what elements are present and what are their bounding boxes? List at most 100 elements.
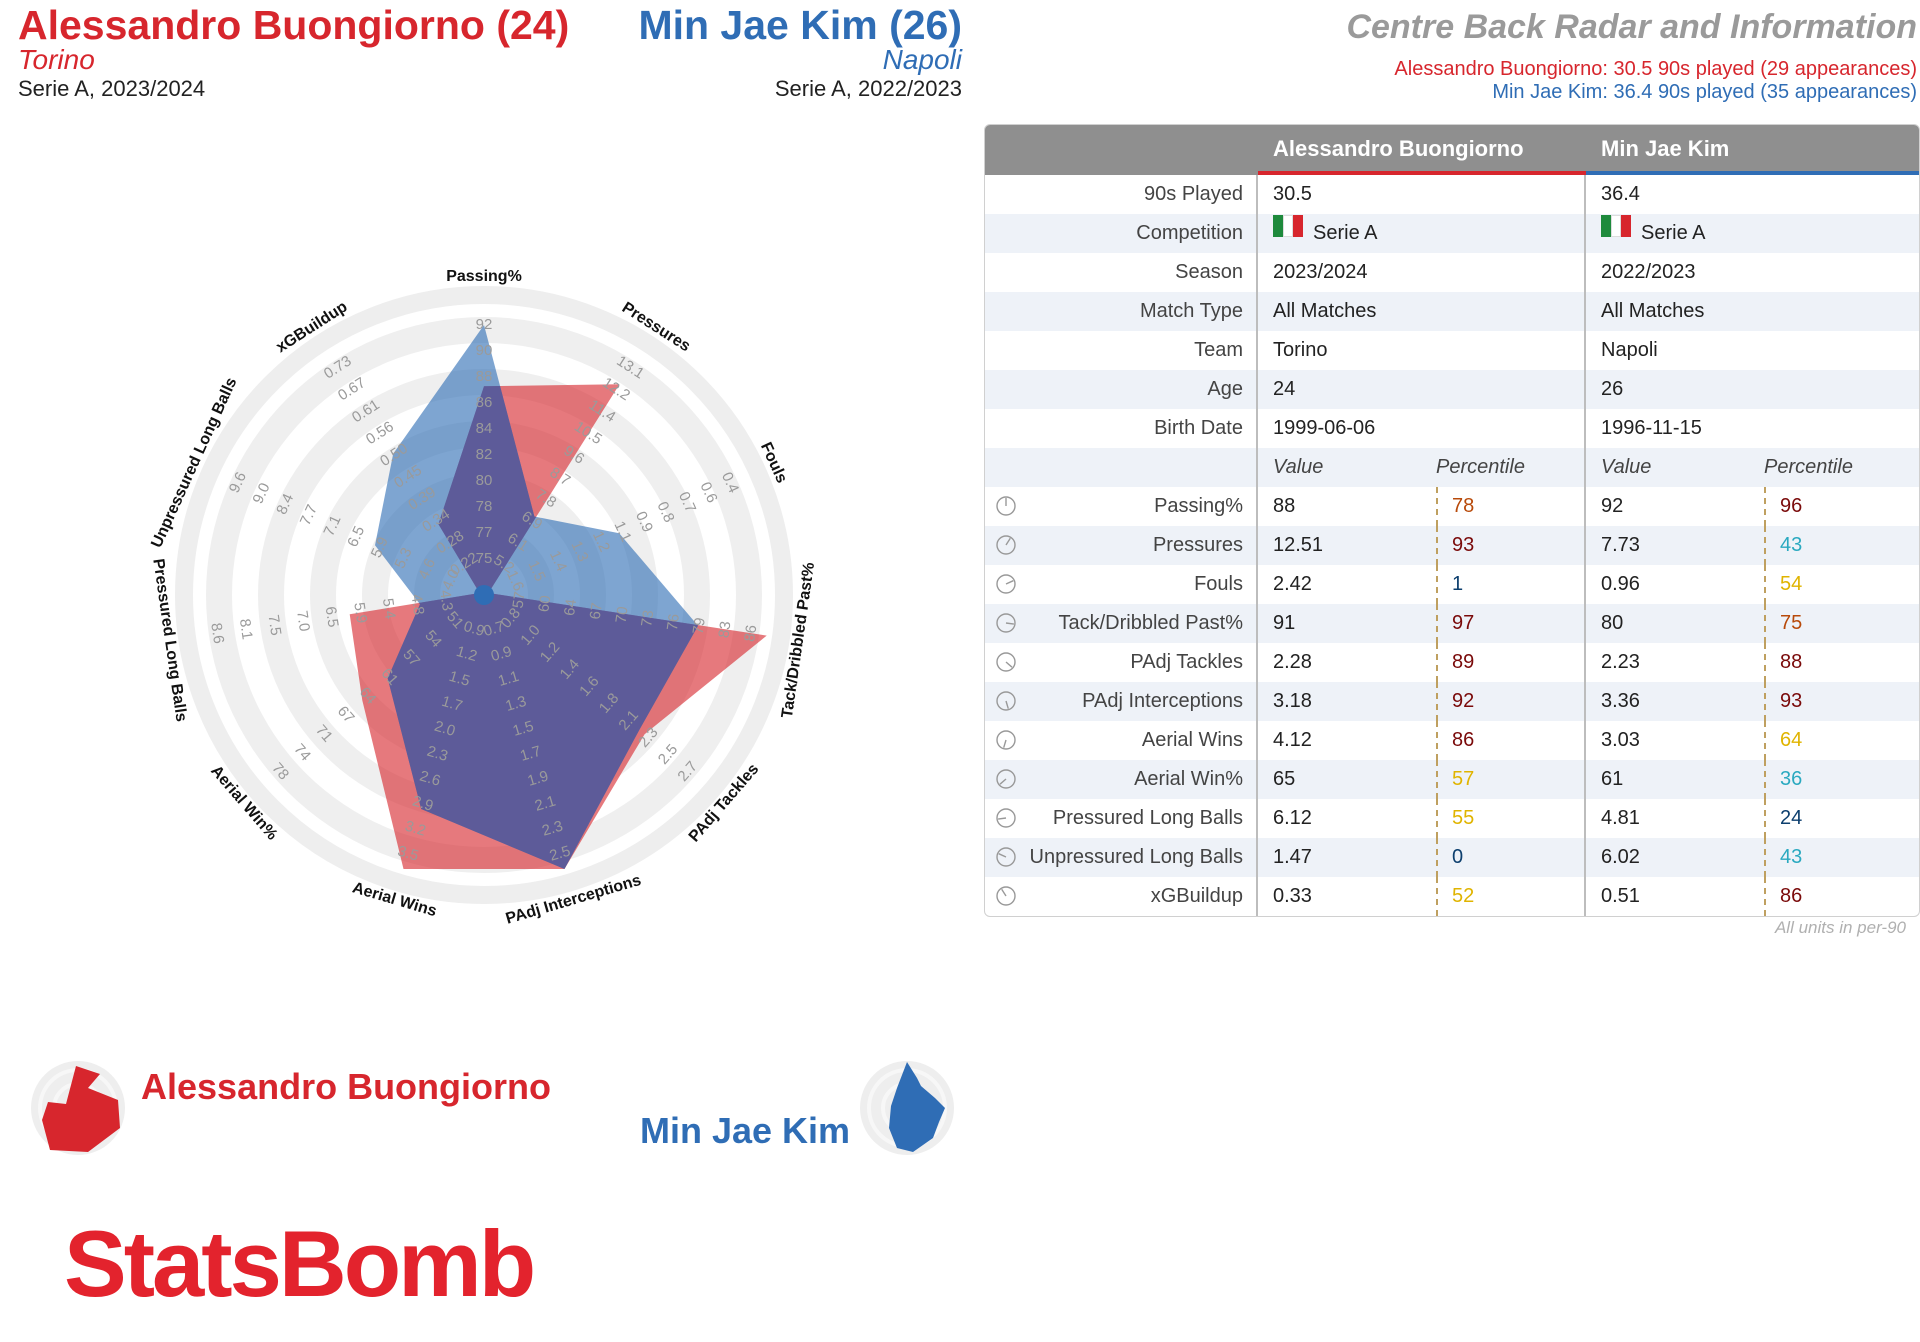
metric-value: 7.73	[1601, 534, 1640, 556]
radar-tick-label: 7.5	[265, 614, 285, 637]
radar-tick-label: 73	[638, 609, 657, 628]
radar-tick-label: 70	[612, 605, 631, 624]
metric-value: 88	[1273, 495, 1296, 517]
radar-tick-label: 86	[741, 624, 760, 643]
radar-tick-label: 1.3	[504, 693, 529, 715]
info-value-text: 1999-06-06	[1273, 417, 1376, 439]
radar-tick-label: 79	[690, 616, 709, 635]
metric-value: 0.96	[1601, 573, 1640, 595]
table-row: PAdj Interceptions 3.18 92 3.36 93	[985, 682, 1919, 721]
radar-tick-label: 0.9	[489, 643, 514, 665]
radar-tick-label: 8.6	[207, 622, 227, 645]
row-label: xGBuildup	[985, 877, 1258, 916]
metric-value: 91	[1273, 612, 1296, 634]
row-label: Season	[985, 253, 1258, 292]
radar-tick-label: 78	[476, 498, 493, 515]
player2-metric: 0.96 54	[1586, 565, 1919, 604]
player2-info-value: Napoli	[1586, 331, 1919, 370]
metric-label: Pressured Long Balls	[1052, 807, 1243, 829]
row-label: Tack/Dribbled Past%	[985, 604, 1258, 643]
player2-metric: 3.03 64	[1586, 721, 1919, 760]
table-header-player2: Min Jae Kim	[1586, 125, 1919, 175]
info-value-text: 30.5	[1273, 183, 1312, 205]
radar-tick-label: 2.6	[418, 768, 443, 790]
player2-info-value: Serie A	[1586, 214, 1919, 253]
metric-value: 2.42	[1273, 573, 1312, 595]
metric-value: 3.18	[1273, 690, 1312, 712]
radar-tick-label: 86	[476, 394, 493, 411]
comparison-table: Alessandro Buongiorno Min Jae Kim 90s Pl…	[984, 124, 1920, 917]
metric-value: 4.81	[1601, 807, 1640, 829]
radar-tick-label: 4.3	[436, 589, 456, 612]
player2-metric: 61 36	[1586, 760, 1919, 799]
table-row: Pressures 12.51 93 7.73 43	[985, 526, 1919, 565]
row-label: PAdj Interceptions	[985, 682, 1258, 721]
info-value-text: Serie A	[1641, 222, 1706, 244]
table-row: Team Torino Napoli	[985, 331, 1919, 370]
table-row: PAdj Tackles 2.28 89 2.23 88	[985, 643, 1919, 682]
radar-tick-label: 8.1	[236, 618, 256, 641]
radar-tick-label: 4.8	[408, 593, 428, 616]
metric-value: 92	[1601, 495, 1624, 517]
table-row: Pressured Long Balls 6.12 55 4.81 24	[985, 799, 1919, 838]
metric-value: 61	[1601, 768, 1624, 790]
metric-percentile: 24	[1764, 799, 1802, 838]
player1-info-value: All Matches	[1258, 292, 1586, 331]
radar-tick-label: 1.9	[526, 768, 551, 790]
radar-tick-label: 80	[476, 472, 493, 489]
radar-tick-label: 7.0	[293, 609, 313, 632]
metric-percentile: 43	[1764, 526, 1802, 565]
player2-metric: 92 96	[1586, 487, 1919, 526]
table-row: Tack/Dribbled Past% 91 97 80 75	[985, 604, 1919, 643]
row-label: Team	[985, 331, 1258, 370]
info-value-text: Serie A	[1313, 222, 1378, 244]
radar-tick-label: 82	[476, 446, 493, 463]
metric-percentile: 64	[1764, 721, 1802, 760]
radar-tick-label: 64	[561, 598, 580, 617]
metric-percentile: 52	[1436, 877, 1474, 916]
player1-metric: 2.42 1	[1258, 565, 1586, 604]
italy-flag-icon	[1601, 212, 1631, 237]
table-row: Aerial Win% 65 57 61 36	[985, 760, 1919, 799]
radar-tick-label: 57	[509, 591, 528, 610]
metric-percentile: 55	[1436, 799, 1474, 838]
player2-competition: Serie A, 2022/2023	[774, 76, 962, 101]
metric-gauge-icon	[996, 535, 1016, 555]
radar-tick-label: 1.2	[454, 643, 479, 665]
row-label	[985, 448, 1258, 487]
metric-value: 3.03	[1601, 729, 1640, 751]
value-subheader: Value	[1273, 456, 1324, 478]
player1-team: Torino	[18, 44, 95, 75]
radar-tick-label: 1.5	[447, 668, 472, 690]
player2-subheader: Value Percentile	[1586, 448, 1919, 487]
metric-percentile: 78	[1436, 487, 1474, 526]
radar-tick-label: 2.9	[410, 793, 435, 815]
radar-center	[474, 585, 494, 605]
table-row: 90s Played 30.5 36.4	[985, 175, 1919, 214]
radar-tick-label: 0.9	[462, 618, 487, 640]
row-label: Pressures	[985, 526, 1258, 565]
radar-tick-label: 92	[476, 316, 493, 333]
info-value-text: All Matches	[1273, 300, 1377, 322]
player1-metric: 6.12 55	[1258, 799, 1586, 838]
radar-tick-label: 84	[476, 420, 493, 437]
percentile-subheader: Percentile	[1764, 456, 1853, 478]
row-label: Pressured Long Balls	[985, 799, 1258, 838]
radar-tick-label: 83	[715, 620, 734, 639]
table-row: Birth Date 1999-06-06 1996-11-15	[985, 409, 1919, 448]
table-row: Unpressured Long Balls 1.47 0 6.02 43	[985, 838, 1919, 877]
table-row: Competition Serie A Serie A	[985, 214, 1919, 253]
info-value-text: Torino	[1273, 339, 1328, 361]
row-label: Fouls	[985, 565, 1258, 604]
metric-label: Fouls	[1194, 573, 1243, 595]
table-row: Passing% 88 78 92 96	[985, 487, 1919, 526]
player1-info-value: 2023/2024	[1258, 253, 1586, 292]
metric-percentile: 88	[1764, 643, 1802, 682]
metric-value: 65	[1273, 768, 1296, 790]
row-label: PAdj Tackles	[985, 643, 1258, 682]
radar-tick-label: 5.9	[350, 601, 370, 624]
radar-axis-label: Passing%	[446, 268, 522, 285]
row-label: 90s Played	[985, 175, 1258, 214]
radar-chart: 75777880828486889092Passing%5.26.16.97.8…	[148, 268, 818, 928]
metric-gauge-icon	[996, 847, 1016, 867]
